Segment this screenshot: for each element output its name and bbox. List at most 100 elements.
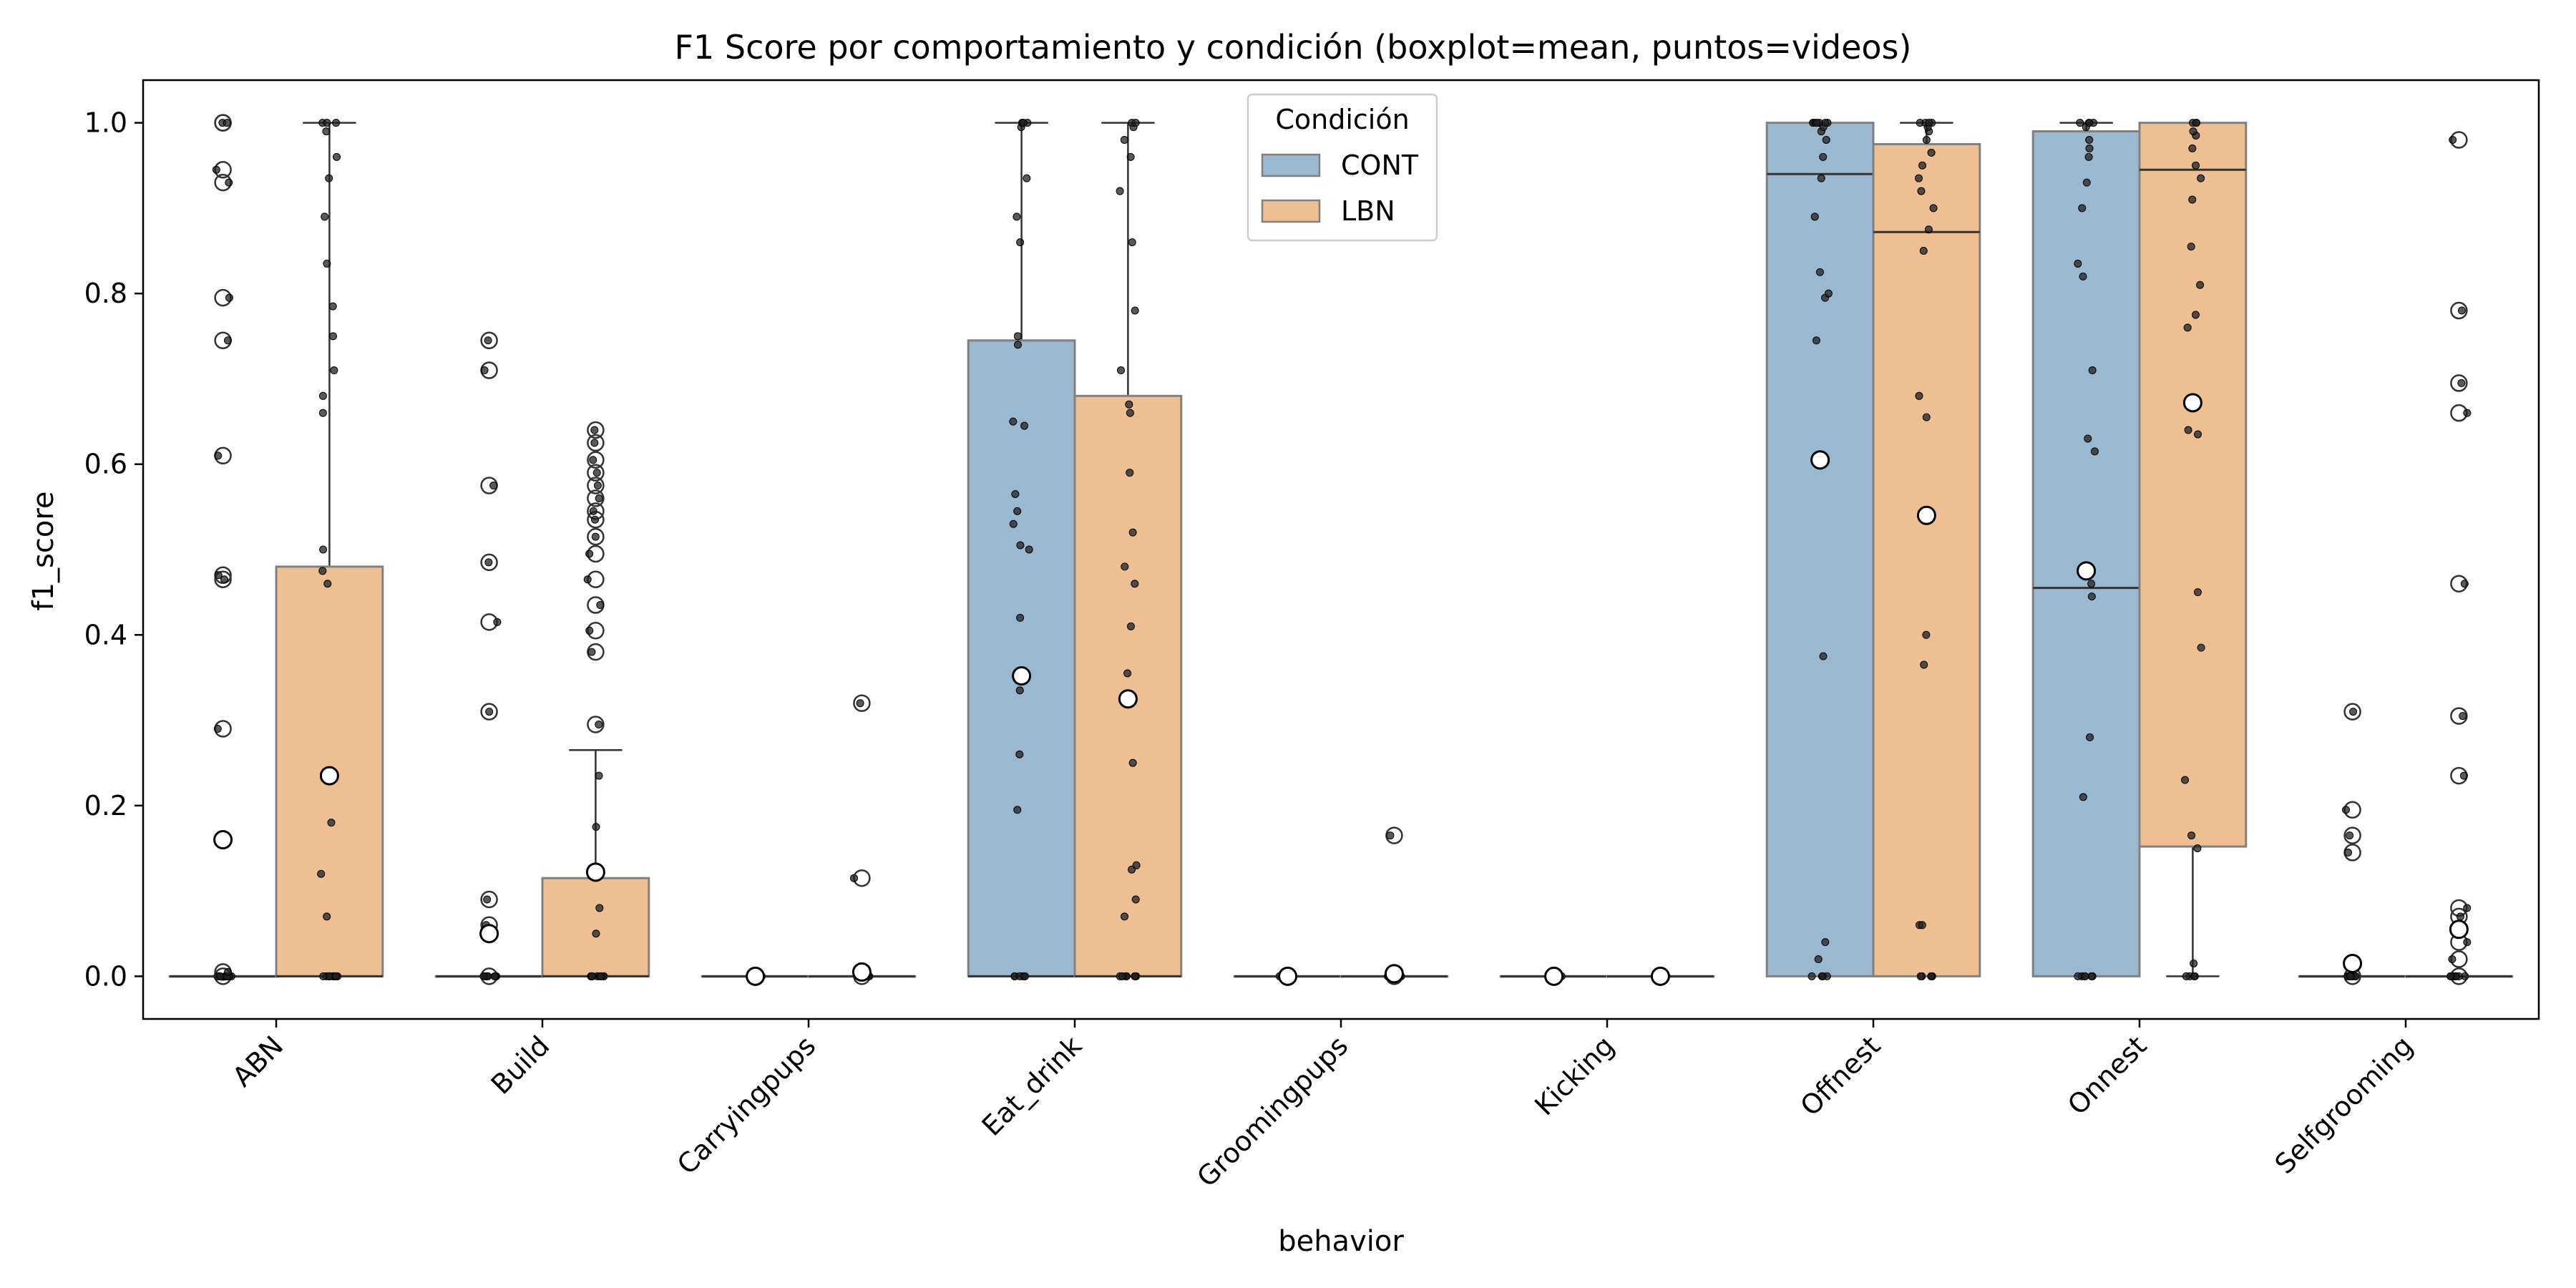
video-point — [224, 967, 233, 976]
video-point — [2191, 311, 2200, 319]
video-point — [2346, 972, 2355, 980]
box-CONT-Eat_drink — [967, 339, 1076, 977]
video-point — [1125, 400, 1133, 409]
video-point — [214, 571, 223, 580]
video-point — [590, 426, 599, 434]
video-point — [2460, 580, 2469, 588]
video-point — [223, 336, 232, 345]
video-point — [325, 174, 333, 182]
video-point — [596, 601, 605, 610]
flier-point — [587, 451, 605, 469]
video-point — [1023, 174, 1031, 182]
video-point — [220, 575, 229, 584]
video-point — [592, 823, 600, 831]
video-point — [1929, 204, 1938, 213]
mean-marker — [1384, 964, 1404, 984]
video-point — [2181, 776, 2190, 784]
box-LBN-Offnest — [1872, 142, 1981, 977]
video-point — [1813, 119, 1821, 127]
video-point — [1116, 187, 1124, 195]
video-point — [216, 972, 225, 980]
flier-point — [2450, 374, 2468, 392]
x-tick-label: Kicking — [1528, 1030, 1620, 1121]
video-point — [2085, 119, 2094, 127]
video-point — [2085, 135, 2094, 144]
mean-marker — [1916, 505, 1936, 525]
video-point — [1121, 562, 1129, 571]
video-point — [317, 869, 326, 878]
video-point — [2192, 119, 2201, 127]
video-point — [225, 178, 233, 187]
video-point — [2456, 912, 2464, 921]
video-point — [2184, 426, 2192, 434]
mean-marker — [746, 966, 766, 986]
y-tick-label: 0.4 — [84, 619, 127, 650]
video-point — [1011, 489, 1020, 498]
video-point — [1924, 225, 1933, 234]
video-point — [1013, 332, 1022, 341]
mean-marker — [2182, 393, 2202, 413]
video-point — [1016, 238, 1025, 247]
video-point — [1015, 686, 1024, 695]
mean-marker — [2077, 561, 2097, 581]
flier-point — [853, 694, 871, 712]
y-tick-label: 0.6 — [84, 449, 127, 480]
video-point — [2087, 580, 2096, 588]
video-point — [1918, 921, 1926, 930]
video-point — [2190, 959, 2198, 967]
video-point — [1817, 174, 1825, 182]
video-point — [2086, 733, 2094, 741]
video-point — [1120, 135, 1128, 144]
video-point — [589, 507, 597, 515]
video-point — [323, 119, 331, 127]
video-point — [2074, 259, 2082, 268]
legend-swatch-LBN — [1261, 199, 1321, 223]
video-point — [333, 152, 341, 161]
video-point — [585, 626, 594, 635]
video-point — [1386, 831, 1395, 840]
video-point — [319, 545, 328, 554]
video-point — [327, 819, 336, 827]
video-point — [1927, 148, 1936, 157]
video-point — [2457, 379, 2466, 387]
video-point — [1914, 174, 1923, 182]
legend-title: Condición — [1275, 104, 1409, 135]
video-point — [1824, 289, 1833, 298]
video-point — [1131, 119, 1140, 127]
video-point — [1016, 613, 1025, 622]
video-point — [1025, 545, 1033, 554]
video-point — [318, 391, 327, 400]
x-tick-label: ABN — [226, 1030, 289, 1093]
x-axis-label: behavior — [1278, 1225, 1404, 1258]
video-point — [2346, 831, 2354, 840]
video-point — [323, 259, 331, 268]
legend-label-LBN: LBN — [1341, 195, 1395, 227]
video-point — [1128, 528, 1137, 537]
video-point — [1009, 519, 1018, 528]
video-point — [2074, 972, 2082, 980]
flier-point — [2450, 301, 2468, 320]
chart-title: F1 Score por comportamiento y condición … — [675, 28, 1912, 67]
video-point — [321, 213, 329, 221]
video-point — [1020, 972, 1029, 980]
video-point — [1807, 972, 1816, 980]
box-LBN-Eat_drink — [1073, 394, 1183, 977]
video-point — [2463, 409, 2472, 417]
video-point — [2189, 127, 2197, 136]
video-point — [1922, 135, 1931, 144]
video-point — [2084, 434, 2092, 443]
video-point — [1126, 469, 1134, 477]
legend-swatch-CONT — [1261, 153, 1321, 177]
mean-marker — [319, 766, 339, 786]
video-point — [1920, 660, 1928, 669]
video-point — [1822, 135, 1830, 144]
video-point — [593, 482, 602, 490]
video-point — [1117, 366, 1126, 375]
video-point — [1927, 972, 1936, 980]
video-point — [1918, 161, 1927, 170]
video-point — [1819, 152, 1828, 161]
mean-marker — [585, 862, 605, 882]
video-point — [595, 721, 603, 729]
legend-label-CONT: CONT — [1341, 150, 1419, 181]
mean-marker — [1118, 689, 1138, 709]
